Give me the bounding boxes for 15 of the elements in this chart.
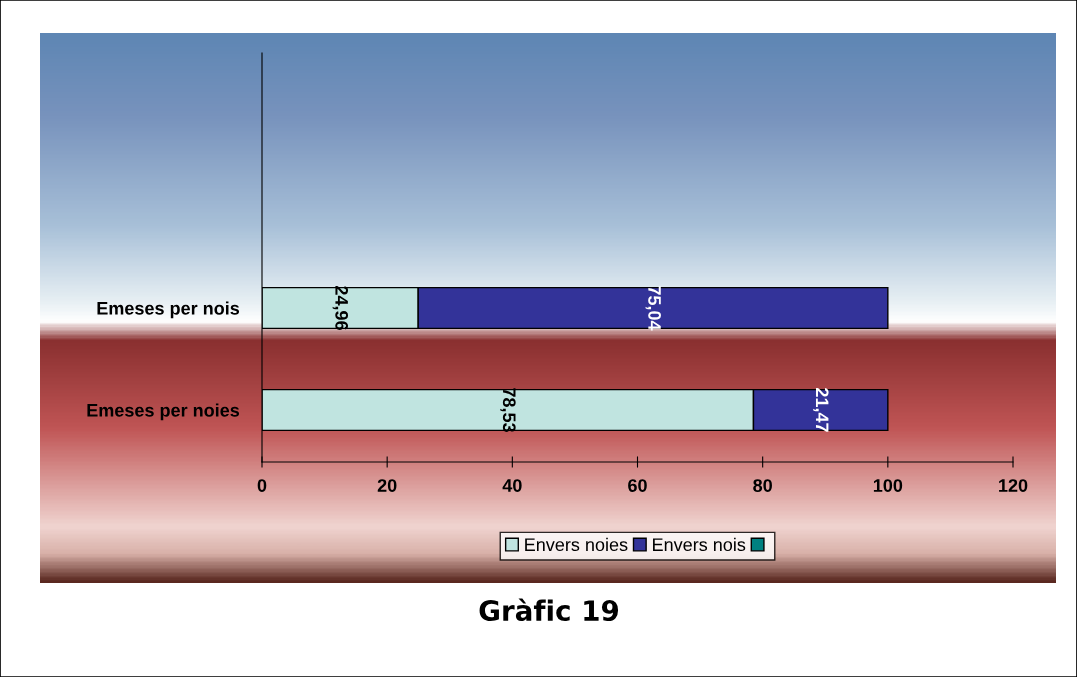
- x-tick-label: 100: [873, 479, 903, 492]
- x-tick-label: 20: [377, 479, 397, 492]
- x-tick-label: 120: [999, 479, 1028, 492]
- x-tick-label: 60: [628, 479, 647, 492]
- y-tick-label: Emeses per nois: [97, 301, 240, 319]
- y-tick-label: Emeses per noies: [87, 403, 240, 421]
- legend-label: Envers nois: [653, 537, 746, 552]
- data-label: 78,53: [500, 388, 516, 432]
- text: Gràfic 19: [479, 598, 619, 622]
- data-label: 75,04: [645, 286, 661, 331]
- legend-label: Envers noies: [525, 537, 628, 552]
- x-tick-label: 80: [753, 479, 772, 492]
- x-tick-label: 0: [257, 479, 267, 492]
- data-label: 21,47: [813, 388, 829, 432]
- x-tick-label: 40: [502, 479, 522, 492]
